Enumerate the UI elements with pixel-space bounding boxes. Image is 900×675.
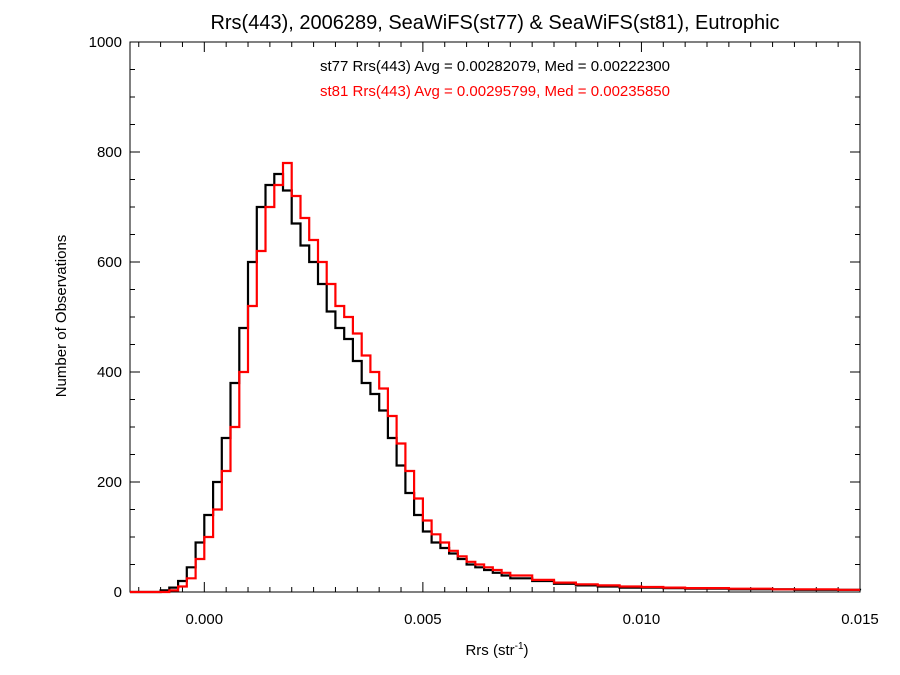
series-st81-histogram: [130, 161, 860, 594]
x-axis: 0.000 0.005 0.010 0.015: [138, 42, 879, 628]
y-tick-label: 800: [97, 144, 122, 161]
y-tick-label: 400: [97, 364, 122, 381]
annotation-st77: st77 Rrs(443) Avg = 0.00282079, Med = 0.…: [320, 58, 670, 75]
x-tick-label: 0.010: [623, 611, 661, 628]
y-tick-label: 1000: [89, 34, 122, 51]
x-tick-label: 0.015: [841, 611, 879, 628]
series-layer: [130, 161, 862, 594]
plot-frame: [129, 41, 861, 593]
chart-title: Rrs(443), 2006289, SeaWiFS(st77) & SeaWi…: [210, 12, 779, 34]
x-tick-label: 0.000: [186, 611, 224, 628]
x-axis-label: Rrs (str-1): [465, 641, 528, 659]
x-axis-label-main: Rrs (str: [465, 642, 514, 659]
y-tick-label: 200: [97, 474, 122, 491]
x-axis-label-superscript: -1: [515, 641, 524, 652]
y-tick-label: 0: [114, 584, 122, 601]
y-axis: 0 200 400 600 800 1000: [89, 34, 860, 601]
y-axis-label: Number of Observations: [53, 235, 70, 398]
y-tick-label: 600: [97, 254, 122, 271]
x-tick-label: 0.005: [404, 611, 442, 628]
annotation-st81: st81 Rrs(443) Avg = 0.00295799, Med = 0.…: [320, 83, 670, 100]
x-axis-label-close: ): [524, 642, 529, 659]
